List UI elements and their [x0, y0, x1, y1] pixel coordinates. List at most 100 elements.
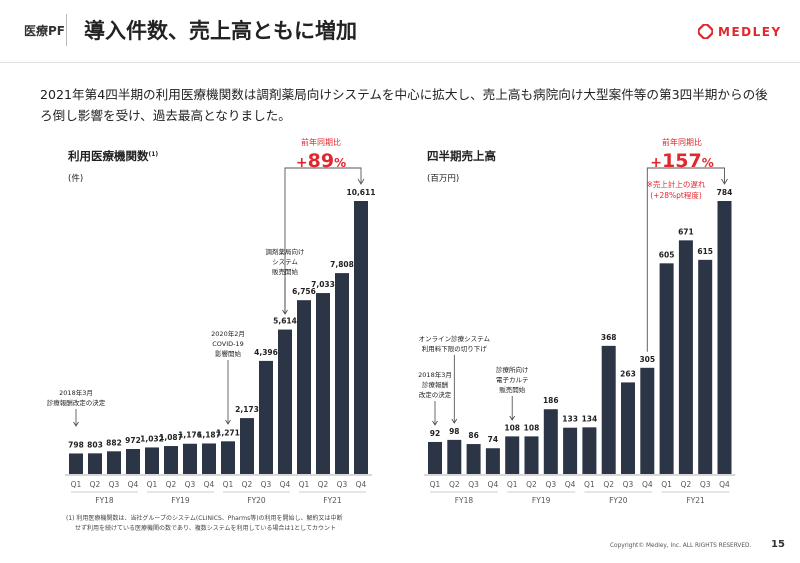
- bar: [297, 300, 311, 474]
- bar: [640, 367, 655, 474]
- bar: [563, 427, 578, 474]
- fy-label: FY19: [532, 496, 551, 505]
- bar: [485, 448, 500, 474]
- tick-label: Q4: [565, 480, 576, 489]
- chart-unit: (件): [68, 173, 83, 184]
- yoy-value: +157%: [650, 150, 713, 172]
- tick-label: Q4: [280, 480, 291, 489]
- annotation-text: オンライン診療システム: [419, 334, 491, 343]
- bar: [354, 201, 368, 474]
- bar-value-label: 263: [620, 369, 636, 378]
- annotation-arrowhead: [225, 419, 231, 425]
- logo-text: MEDLEY: [718, 24, 782, 39]
- bar-value-label: 10,611: [347, 188, 376, 197]
- bar-value-label: 4,396: [254, 348, 278, 357]
- footnote-line-2: せず利用を続けている医療機関の数であり、複数システムを利用している場合は1として…: [75, 525, 336, 532]
- annotation-text: 2020年2月: [211, 329, 245, 338]
- annotation-text: 電子カルテ: [496, 376, 529, 384]
- bar: [466, 444, 481, 474]
- bar-value-label: 972: [125, 436, 141, 445]
- header-divider-line: [0, 62, 800, 63]
- bar-value-label: 671: [678, 227, 694, 236]
- footnote-line-1: (1) 利用医療機関数は、当社グループのシステム(CLINICS、Pharms等…: [66, 515, 343, 522]
- yoy-value-part: +: [650, 155, 662, 171]
- annotation-text: 販売開始: [272, 267, 299, 276]
- tick-label: Q4: [204, 480, 215, 489]
- bar: [164, 446, 178, 474]
- bar-value-label: 2,173: [235, 405, 259, 414]
- tick-label: Q4: [356, 480, 367, 489]
- bar-value-label: 368: [601, 333, 617, 342]
- tick-label: Q1: [507, 480, 518, 489]
- company-logo: MEDLEY: [698, 24, 782, 39]
- fy-label: FY20: [247, 496, 266, 505]
- bar-value-label: 133: [562, 415, 578, 424]
- bar: [621, 382, 635, 474]
- yoy-arrowhead: [721, 178, 728, 185]
- bar: [107, 451, 121, 474]
- bar-value-label: 305: [639, 355, 655, 364]
- page-number: 15: [771, 539, 785, 550]
- annotation-arrowhead: [451, 418, 458, 424]
- tick-label: Q3: [623, 480, 634, 489]
- medley-logo-icon: [698, 24, 713, 39]
- yoy-value-part: 157: [662, 150, 702, 172]
- bar: [428, 441, 442, 474]
- page-title: 導入件数、売上高ともに増加: [84, 19, 357, 43]
- annotation-text: システム: [272, 258, 298, 266]
- tick-label: Q3: [185, 480, 196, 489]
- tick-label: Q3: [468, 480, 479, 489]
- bar-value-label: 784: [717, 188, 733, 197]
- bar: [88, 453, 102, 474]
- tick-label: Q4: [642, 480, 653, 489]
- yoy-value-part: %: [334, 156, 346, 170]
- annotation-arrowhead: [282, 309, 288, 315]
- bar-value-label: 1,271: [216, 428, 240, 437]
- tick-label: Q1: [661, 480, 672, 489]
- bar-value-label: 798: [68, 440, 84, 449]
- tick-label: Q1: [430, 480, 441, 489]
- annotation-text: 診療所向け: [496, 365, 529, 374]
- yoy-note: ※売上計上の遅れ: [647, 179, 706, 189]
- yoy-value-part: %: [702, 156, 714, 170]
- annotation-text: 調剤薬局向け: [266, 247, 305, 256]
- tick-label: Q2: [603, 480, 614, 489]
- annotation-text: 販売開始: [499, 385, 526, 394]
- bar-value-label: 1,032: [140, 434, 164, 443]
- bar: [505, 436, 520, 474]
- bar: [183, 443, 197, 474]
- fy-label: FY19: [171, 496, 190, 505]
- bar: [601, 345, 616, 474]
- chart-title: 四半期売上高: [427, 149, 496, 163]
- bar-value-label: 86: [468, 431, 478, 440]
- bar-value-label: 108: [504, 423, 520, 432]
- tick-label: Q4: [719, 480, 730, 489]
- annotation-text: 2018年3月: [418, 370, 452, 379]
- tick-label: Q3: [700, 480, 711, 489]
- bar-value-label: 7,033: [311, 280, 335, 289]
- yoy-value: +89%: [296, 150, 346, 172]
- annotation-text: 改定の決定: [419, 390, 452, 399]
- tick-label: Q2: [90, 480, 101, 489]
- yoy-value-part: +: [296, 155, 308, 171]
- bar: [447, 439, 462, 474]
- tick-label: Q3: [261, 480, 272, 489]
- chart-title: 利用医療機関数(1): [67, 149, 158, 163]
- bar-value-label: 1,087: [159, 433, 183, 442]
- bar: [524, 436, 539, 474]
- tick-label: Q1: [223, 480, 234, 489]
- tick-label: Q3: [337, 480, 348, 489]
- annotation-arrowhead: [73, 421, 79, 427]
- bar: [221, 441, 235, 474]
- fy-label: FY18: [455, 496, 474, 505]
- bar: [126, 448, 140, 474]
- tick-label: Q1: [71, 480, 82, 489]
- tick-label: Q2: [166, 480, 177, 489]
- annotation-arrowhead: [509, 415, 516, 421]
- tick-label: Q3: [109, 480, 120, 489]
- bar-value-label: 74: [488, 435, 498, 444]
- bar: [278, 329, 292, 474]
- bar: [543, 409, 558, 474]
- annotation-text: 利用料下限の切り下げ: [422, 344, 488, 353]
- bar-value-label: 882: [106, 438, 122, 447]
